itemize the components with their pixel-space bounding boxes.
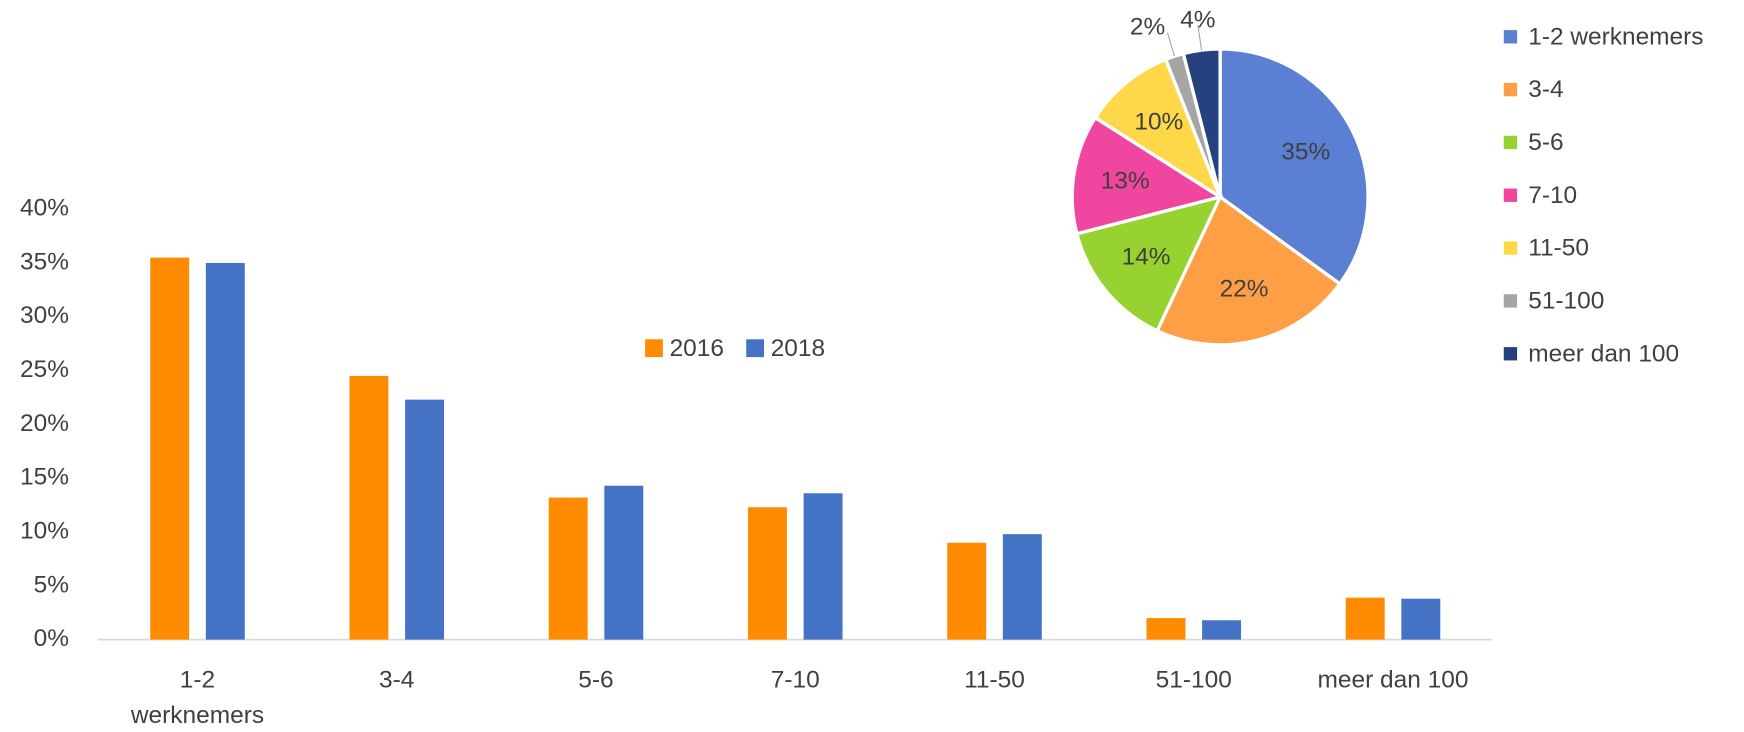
- bar: [803, 493, 843, 640]
- x-tick-label: 1-2 werknemers: [130, 665, 265, 729]
- bar: [205, 262, 245, 640]
- legend-label: 2018: [771, 335, 825, 362]
- x-tick-label: 11-50: [964, 665, 1025, 693]
- x-tick-label-box: 7-10: [770, 665, 820, 693]
- pie-label: 13%: [1101, 167, 1150, 194]
- y-tick-label: 15%: [20, 464, 69, 491]
- pie-slice: [1070, 115, 1225, 236]
- legend-label: 51-100: [1528, 288, 1604, 315]
- y-tick-label: 10%: [20, 517, 69, 544]
- legend-label: 5-6: [1528, 129, 1563, 156]
- x-tick-label-box: 11-50: [964, 665, 1025, 693]
- leader-line: [1197, 25, 1203, 51]
- legend-swatch: [1503, 241, 1518, 255]
- x-tick-label-box: 5-6: [578, 665, 614, 693]
- bar: [947, 542, 987, 640]
- y-tick-label: 0%: [34, 625, 69, 652]
- legend-label: meer dan 100: [1528, 340, 1679, 367]
- pie-label: 22%: [1220, 276, 1269, 303]
- legend-swatch: [1503, 347, 1518, 361]
- bar: [150, 257, 190, 640]
- legend-label: 1-2 werknemers: [1528, 23, 1703, 50]
- pie-label: 2%: [1130, 14, 1165, 41]
- bar: [1345, 597, 1385, 640]
- pie-slice: [1218, 47, 1370, 287]
- y-tick-label: 20%: [20, 410, 69, 437]
- legend-swatch: [645, 339, 663, 358]
- bar: [1202, 620, 1242, 640]
- legend-label: 2016: [670, 335, 724, 362]
- y-tick-label: 25%: [20, 356, 69, 383]
- bar: [1146, 618, 1186, 640]
- legend-swatch: [1503, 30, 1518, 44]
- x-tick-label: 51-100: [1155, 665, 1232, 693]
- y-tick-label: 5%: [34, 571, 69, 598]
- leader-line: [1166, 32, 1175, 57]
- legend-label: 7-10: [1528, 182, 1577, 209]
- bar: [548, 497, 588, 640]
- bar: [349, 375, 389, 640]
- bar: [1002, 534, 1042, 640]
- legend-label: 3-4: [1528, 76, 1563, 103]
- pie-label: 10%: [1134, 108, 1183, 135]
- pie-label: 14%: [1122, 244, 1171, 271]
- legend-swatch: [1503, 82, 1518, 97]
- pie-slice: [1074, 194, 1224, 334]
- legend-label: 11-50: [1528, 235, 1589, 262]
- y-tick-label: 35%: [20, 248, 69, 275]
- x-tick-label: 7-10: [770, 665, 820, 693]
- bar: [405, 399, 445, 640]
- legend-swatch: [1503, 188, 1518, 202]
- x-tick-label-box: 1-2 werknemers: [130, 665, 265, 729]
- pie-slice: [1092, 57, 1224, 202]
- legend-swatch: [1503, 135, 1518, 150]
- bar: [747, 507, 787, 640]
- x-tick-label: 5-6: [578, 665, 614, 693]
- pie-label: 4%: [1180, 6, 1215, 33]
- x-tick-label-box: 3-4: [379, 665, 415, 693]
- legend-swatch: [1503, 294, 1518, 308]
- y-tick-label: 40%: [20, 195, 69, 222]
- y-tick-label: 30%: [20, 302, 69, 329]
- bar: [604, 485, 644, 640]
- pie-label: 35%: [1281, 139, 1330, 166]
- legend-swatch: [746, 339, 765, 358]
- x-tick-label-box: meer dan 100: [1317, 665, 1469, 693]
- x-tick-label: meer dan 100: [1317, 665, 1469, 693]
- x-tick-label-box: 51-100: [1155, 665, 1232, 693]
- bar: [1401, 598, 1441, 640]
- x-tick-label: 3-4: [379, 665, 415, 693]
